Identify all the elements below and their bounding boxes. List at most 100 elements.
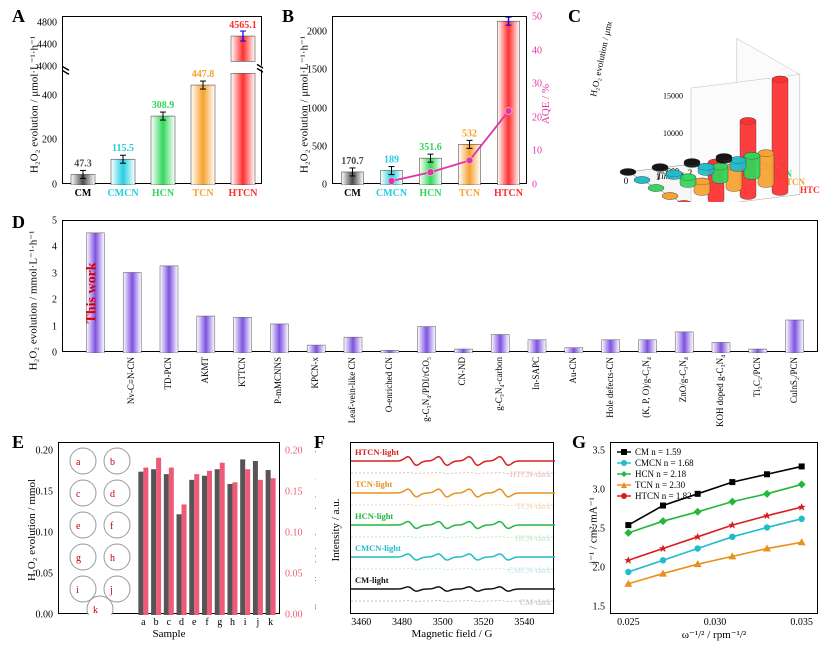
ytick2: 0.10 <box>285 528 303 539</box>
xtick: 0.035 <box>790 617 813 628</box>
ytick: 0.20 <box>36 446 54 457</box>
xtick: Au-CN <box>568 357 578 384</box>
xtick: KOH doped g-C₃N₄ <box>715 357 725 427</box>
xtick: HTCN <box>494 188 523 199</box>
svg-text:HTCN-dark: HTCN-dark <box>510 469 552 479</box>
xtick: i <box>244 617 247 628</box>
svg-text:447.8: 447.8 <box>192 69 215 80</box>
panel-d-label: D <box>12 212 25 233</box>
xtick: ZnO/g-C₃N₄ <box>678 357 688 402</box>
svg-text:j: j <box>109 585 113 596</box>
ytick: 4 <box>52 242 57 253</box>
svg-text:TCN-light: TCN-light <box>355 479 392 489</box>
ytick2: 0.15 <box>285 487 303 498</box>
svg-text:0: 0 <box>624 176 629 186</box>
xtick: a <box>141 617 145 628</box>
svg-text:CMCN n = 1.68: CMCN n = 1.68 <box>635 458 694 468</box>
xtick: e <box>192 617 196 628</box>
panel-c-3d: 050001000015000H₂O₂ evolution / μmol·L⁻¹… <box>588 22 820 202</box>
xtick: AKMT <box>200 357 210 384</box>
ytick2: 20 <box>532 112 542 123</box>
panel-c: C 050001000015000H₂O₂ evolution / μmol·L… <box>570 8 828 206</box>
svg-text:HCN n = 2.18: HCN n = 2.18 <box>635 469 687 479</box>
ytick: 2.5 <box>593 524 606 535</box>
ytick: 0.05 <box>36 569 54 580</box>
xtick: HCN <box>419 188 441 199</box>
ytick: 0 <box>322 180 327 191</box>
panel-b-chart: 170.7189351.65322145.3 05001000150020000… <box>332 16 527 184</box>
svg-text:47.3: 47.3 <box>74 158 92 169</box>
panel-a-svg: 47.3115.5308.9447.84565.1 <box>63 17 263 185</box>
svg-text:HCN-dark: HCN-dark <box>515 533 552 543</box>
panel-d-svg: This work <box>63 221 819 353</box>
ytick: 400 <box>42 90 57 101</box>
ytick: 1000 <box>307 103 327 114</box>
ytick2: 50 <box>532 12 542 23</box>
xtick: 3480 <box>392 617 412 628</box>
xtick: O-enriched CN <box>384 357 394 412</box>
svg-text:c: c <box>76 489 81 500</box>
ytick: 2 <box>52 295 57 306</box>
ytick: 500 <box>312 141 327 152</box>
xtick: c <box>167 617 171 628</box>
ytick: 0.15 <box>36 487 54 498</box>
panel-e-svg: abcdefghijk <box>59 443 281 615</box>
svg-text:i: i <box>76 585 79 596</box>
xtick: b <box>154 617 159 628</box>
svg-text:CMCN-dark: CMCN-dark <box>508 565 552 575</box>
svg-text:115.5: 115.5 <box>112 143 134 154</box>
panel-f-ylabel: Intensity / a.u. <box>330 470 342 590</box>
panel-f: F Intensity / a.u. HTCN-lightHTCN-darkTC… <box>316 434 562 648</box>
svg-text:170.7: 170.7 <box>341 156 364 167</box>
xtick: j <box>257 617 260 628</box>
svg-text:15000: 15000 <box>663 92 683 101</box>
xtick: 3460 <box>351 617 371 628</box>
ytick2: 10 <box>532 146 542 157</box>
panel-f-xlabel: Magnetic field / G <box>350 628 554 640</box>
xtick: Hole defects-CN <box>605 357 615 418</box>
xtick: TCN <box>192 188 213 199</box>
svg-text:g: g <box>76 553 81 564</box>
panel-g-chart: CM n = 1.59CMCN n = 1.68HCN n = 2.18TCN … <box>610 442 818 614</box>
panel-f-svg: HTCN-light HTCN-dark TCN-light TCN-dark HCN-… <box>351 443 555 615</box>
svg-text:TCN-dark: TCN-dark <box>516 501 552 511</box>
ytick: 2.0 <box>593 563 606 574</box>
xtick: g-C₃N₄-carbon <box>494 357 504 411</box>
xtick: CM <box>344 188 361 199</box>
ytick2: 0.05 <box>285 569 303 580</box>
svg-text:HTCN: HTCN <box>800 185 820 195</box>
xtick: HTCN <box>229 188 258 199</box>
ytick: 5 <box>52 216 57 227</box>
xtick: g-C₃N₄/PDI/rGO₅ <box>421 357 431 422</box>
svg-text:CM n = 1.59: CM n = 1.59 <box>635 447 682 457</box>
panel-a-chart: 47.3115.5308.9447.84565.1 02004004000440… <box>62 16 262 184</box>
svg-text:d: d <box>110 489 115 500</box>
ytick: 1.5 <box>593 602 606 613</box>
xtick: 0.030 <box>704 617 727 628</box>
ytick2: 30 <box>532 79 542 90</box>
svg-text:e: e <box>76 521 81 532</box>
svg-text:CM-light: CM-light <box>355 575 389 585</box>
ytick: 0.00 <box>36 610 54 621</box>
panel-e-label: E <box>12 432 24 453</box>
ytick: 3.0 <box>593 484 606 495</box>
panel-b-ylabel2: AQE / % <box>540 64 552 144</box>
panel-b: B H₂O₂ evolution / μmol·L⁻¹·h⁻¹ AQE / % … <box>284 8 556 206</box>
svg-text:4565.1: 4565.1 <box>229 20 257 31</box>
xtick: P-mMCNNS <box>273 357 283 404</box>
panel-g: G j⁻¹ / cm²·mA⁻¹ CM n = 1.59CMCN n = 1.6… <box>574 434 828 648</box>
xtick: 3540 <box>514 617 534 628</box>
svg-text:H₂O₂ evolution / μmol·L⁻¹·h⁻¹: H₂O₂ evolution / μmol·L⁻¹·h⁻¹ <box>588 22 621 97</box>
svg-text:10000: 10000 <box>663 129 683 138</box>
xtick: g <box>217 617 222 628</box>
ytick: 0 <box>52 180 57 191</box>
svg-text:b: b <box>110 457 115 468</box>
svg-text:HTCN-light: HTCN-light <box>355 447 399 457</box>
xtick: TD-PCN <box>163 357 173 390</box>
panel-d: D H₂O₂ evolution / mmol·L⁻¹·h⁻¹ This wor… <box>14 214 826 424</box>
xtick: KPCN-x <box>310 357 320 389</box>
ytick: 1500 <box>307 65 327 76</box>
xtick: TCN <box>459 188 480 199</box>
xtick: HCN <box>152 188 174 199</box>
svg-text:CMCN-light: CMCN-light <box>355 543 401 553</box>
